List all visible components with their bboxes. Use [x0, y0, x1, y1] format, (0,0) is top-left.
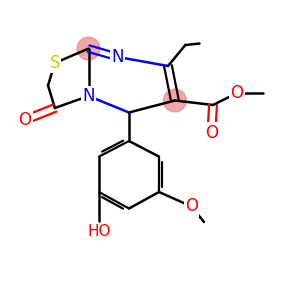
Circle shape [164, 89, 186, 112]
Text: N: N [112, 48, 124, 66]
Text: O: O [230, 84, 244, 102]
Text: O: O [205, 124, 218, 142]
Text: HO: HO [87, 224, 111, 239]
Circle shape [77, 37, 100, 60]
Text: O: O [185, 197, 198, 215]
Text: N: N [82, 87, 95, 105]
Text: O: O [18, 111, 32, 129]
Text: S: S [50, 54, 60, 72]
